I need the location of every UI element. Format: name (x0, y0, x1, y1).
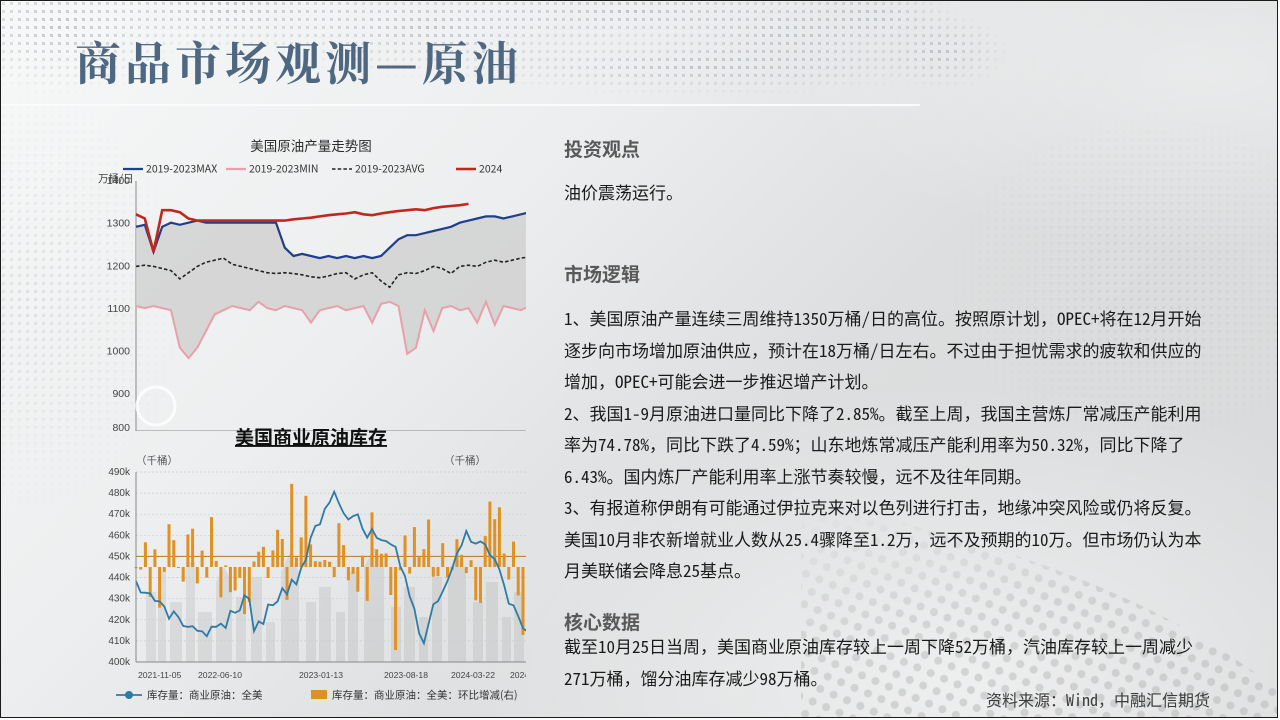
svg-text:1300: 1300 (107, 218, 131, 230)
svg-text:2022-06-10: 2022-06-10 (198, 670, 242, 680)
svg-text:2023-01-13: 2023-01-13 (299, 670, 343, 680)
svg-text:480k: 480k (108, 488, 131, 499)
svg-text:库存量：商业原油：全美: 库存量：商业原油：全美 (147, 688, 263, 703)
svg-text:900: 900 (112, 388, 130, 400)
svg-text:1000: 1000 (107, 346, 131, 358)
svg-text:（千桶）: （千桶） (136, 453, 178, 468)
svg-text:420k: 420k (108, 615, 131, 626)
svg-text:美国商业原油库存: 美国商业原油库存 (235, 424, 387, 450)
svg-text:440k: 440k (108, 573, 131, 584)
svg-text:1200: 1200 (107, 260, 131, 272)
svg-text:2024-03-22: 2024-03-22 (451, 670, 495, 680)
svg-text:430k: 430k (108, 594, 131, 605)
svg-text:1100: 1100 (107, 303, 130, 315)
svg-text:2024-10-25: 2024-10-25 (510, 670, 526, 680)
svg-text:470k: 470k (108, 509, 131, 520)
svg-text:2023-08-18: 2023-08-18 (384, 670, 428, 680)
svg-text:2019-2023MAX: 2019-2023MAX (146, 162, 217, 177)
svg-text:460k: 460k (108, 530, 131, 541)
svg-text:2024: 2024 (479, 162, 502, 177)
svg-text:1400: 1400 (107, 175, 131, 187)
svg-text:美国原油产量走势图: 美国原油产量走势图 (250, 139, 372, 155)
svg-text:400k: 400k (108, 657, 131, 668)
svg-text:2019-2023MIN: 2019-2023MIN (249, 162, 318, 177)
svg-text:库存量：商业原油：全美：环比增减(右): 库存量：商业原油：全美：环比增减(右) (332, 688, 518, 703)
svg-text:2019-2023AVG: 2019-2023AVG (355, 162, 425, 177)
svg-text:（千桶）: （千桶） (444, 453, 486, 468)
svg-text:490k: 490k (108, 467, 131, 478)
svg-text:2021-11-05: 2021-11-05 (138, 670, 182, 680)
svg-text:450k: 450k (108, 551, 131, 562)
svg-text:410k: 410k (108, 636, 131, 647)
